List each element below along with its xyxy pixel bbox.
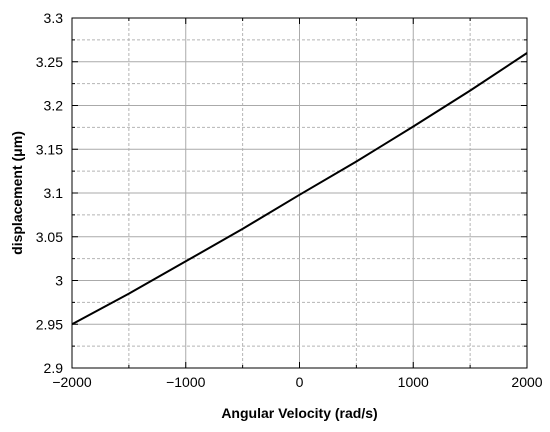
y-tick-label: 3.2 bbox=[44, 98, 64, 114]
y-tick-label: 3.1 bbox=[44, 185, 64, 201]
y-axis-title: displacement (μm) bbox=[9, 131, 25, 255]
x-axis-title: Angular Velocity (rad/s) bbox=[221, 405, 377, 421]
plot-frame bbox=[71, 17, 528, 369]
x-tick-label: 2000 bbox=[511, 374, 542, 390]
y-tick-label: 2.95 bbox=[36, 316, 63, 332]
x-tick-label: −2000 bbox=[52, 374, 92, 390]
x-tick-labels: −2000 −1000 0 1000 2000 bbox=[52, 374, 542, 390]
x-tick-label: 1000 bbox=[398, 374, 429, 390]
y-tick-label: 3.05 bbox=[36, 229, 63, 245]
series-line bbox=[71, 52, 528, 326]
y-tick-labels: 2.9 2.95 3 3.05 3.1 3.15 3.2 3.25 3.3 bbox=[36, 10, 63, 376]
y-tick-label: 3 bbox=[55, 273, 63, 289]
y-tick-label: 2.9 bbox=[44, 360, 64, 376]
grid bbox=[72, 18, 527, 368]
y-tick-label: 3.25 bbox=[36, 54, 63, 70]
series bbox=[71, 52, 528, 326]
x-tick-label: 0 bbox=[296, 374, 304, 390]
y-tick-label: 3.15 bbox=[36, 141, 63, 157]
y-tick-label: 3.3 bbox=[44, 10, 64, 26]
x-tick-label: −1000 bbox=[166, 374, 206, 390]
